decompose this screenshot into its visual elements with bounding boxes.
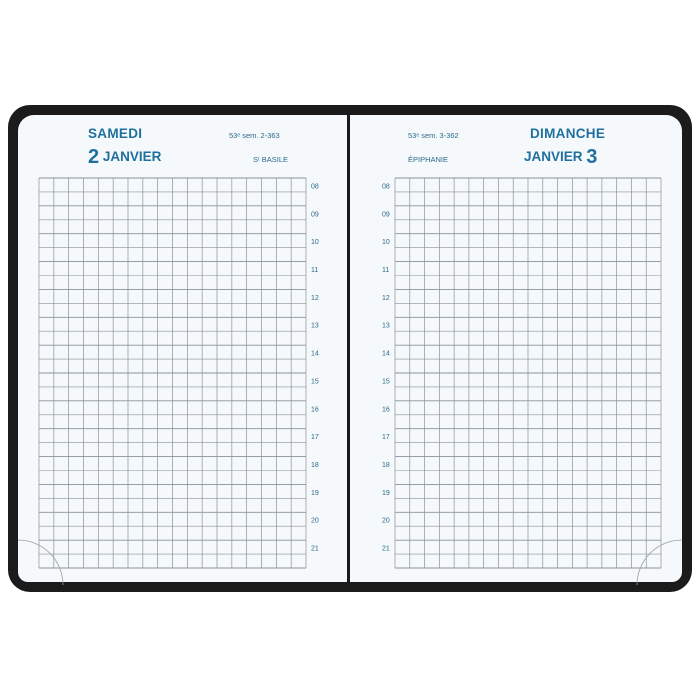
right-hour-label: 10 xyxy=(382,239,390,246)
right-day-number: 3 xyxy=(586,146,598,168)
right-hour-label: 17 xyxy=(382,434,390,441)
right-hour-label: 14 xyxy=(382,351,390,358)
left-hour-label: 14 xyxy=(311,351,319,358)
right-week-info: 53ᵉ sem. 3-362 xyxy=(408,131,459,140)
right-hour-label: 15 xyxy=(382,378,390,385)
left-hour-label: 20 xyxy=(311,518,319,525)
right-date: JANVIER 3 xyxy=(524,146,597,169)
right-hour-label: 09 xyxy=(382,211,390,218)
right-hour-label: 11 xyxy=(382,267,389,274)
right-hour-label: 12 xyxy=(382,295,390,302)
right-hour-label: 19 xyxy=(382,490,390,497)
right-day-name: DIMANCHE xyxy=(530,126,606,141)
left-hour-label: 19 xyxy=(311,490,319,497)
right-month: JANVIER xyxy=(524,149,583,164)
left-hour-label: 09 xyxy=(311,211,319,218)
left-week-info: 53ᵉ sem. 2-363 xyxy=(229,131,280,140)
left-date: 2 JANVIER xyxy=(88,146,161,169)
left-page xyxy=(18,115,347,582)
left-hour-label: 12 xyxy=(311,295,319,302)
left-month: JANVIER xyxy=(102,149,162,164)
left-hour-label: 16 xyxy=(311,406,319,413)
left-corner-pocket xyxy=(17,539,64,586)
left-hour-label: 10 xyxy=(311,239,319,246)
left-hour-label: 18 xyxy=(311,462,319,469)
left-hour-label: 21 xyxy=(311,546,319,553)
right-page xyxy=(350,115,682,582)
right-hour-label: 13 xyxy=(382,323,390,330)
left-hour-label: 15 xyxy=(311,378,319,385)
right-saint: ÉPIPHANIE xyxy=(408,155,449,164)
left-hour-label: 08 xyxy=(311,183,319,190)
right-hour-label: 08 xyxy=(382,183,390,190)
right-hour-label: 18 xyxy=(382,462,390,469)
left-day-name: SAMEDI xyxy=(88,126,143,141)
left-saint: Sᵗ BASILE xyxy=(253,155,288,164)
left-day-number: 2 xyxy=(88,146,100,168)
left-hour-label: 11 xyxy=(311,267,318,274)
left-hour-label: 13 xyxy=(311,323,319,330)
right-hour-label: 21 xyxy=(382,546,390,553)
right-hour-label: 16 xyxy=(382,406,390,413)
right-corner-pocket xyxy=(636,539,683,586)
left-hour-label: 17 xyxy=(311,434,319,441)
right-hour-label: 20 xyxy=(382,518,390,525)
